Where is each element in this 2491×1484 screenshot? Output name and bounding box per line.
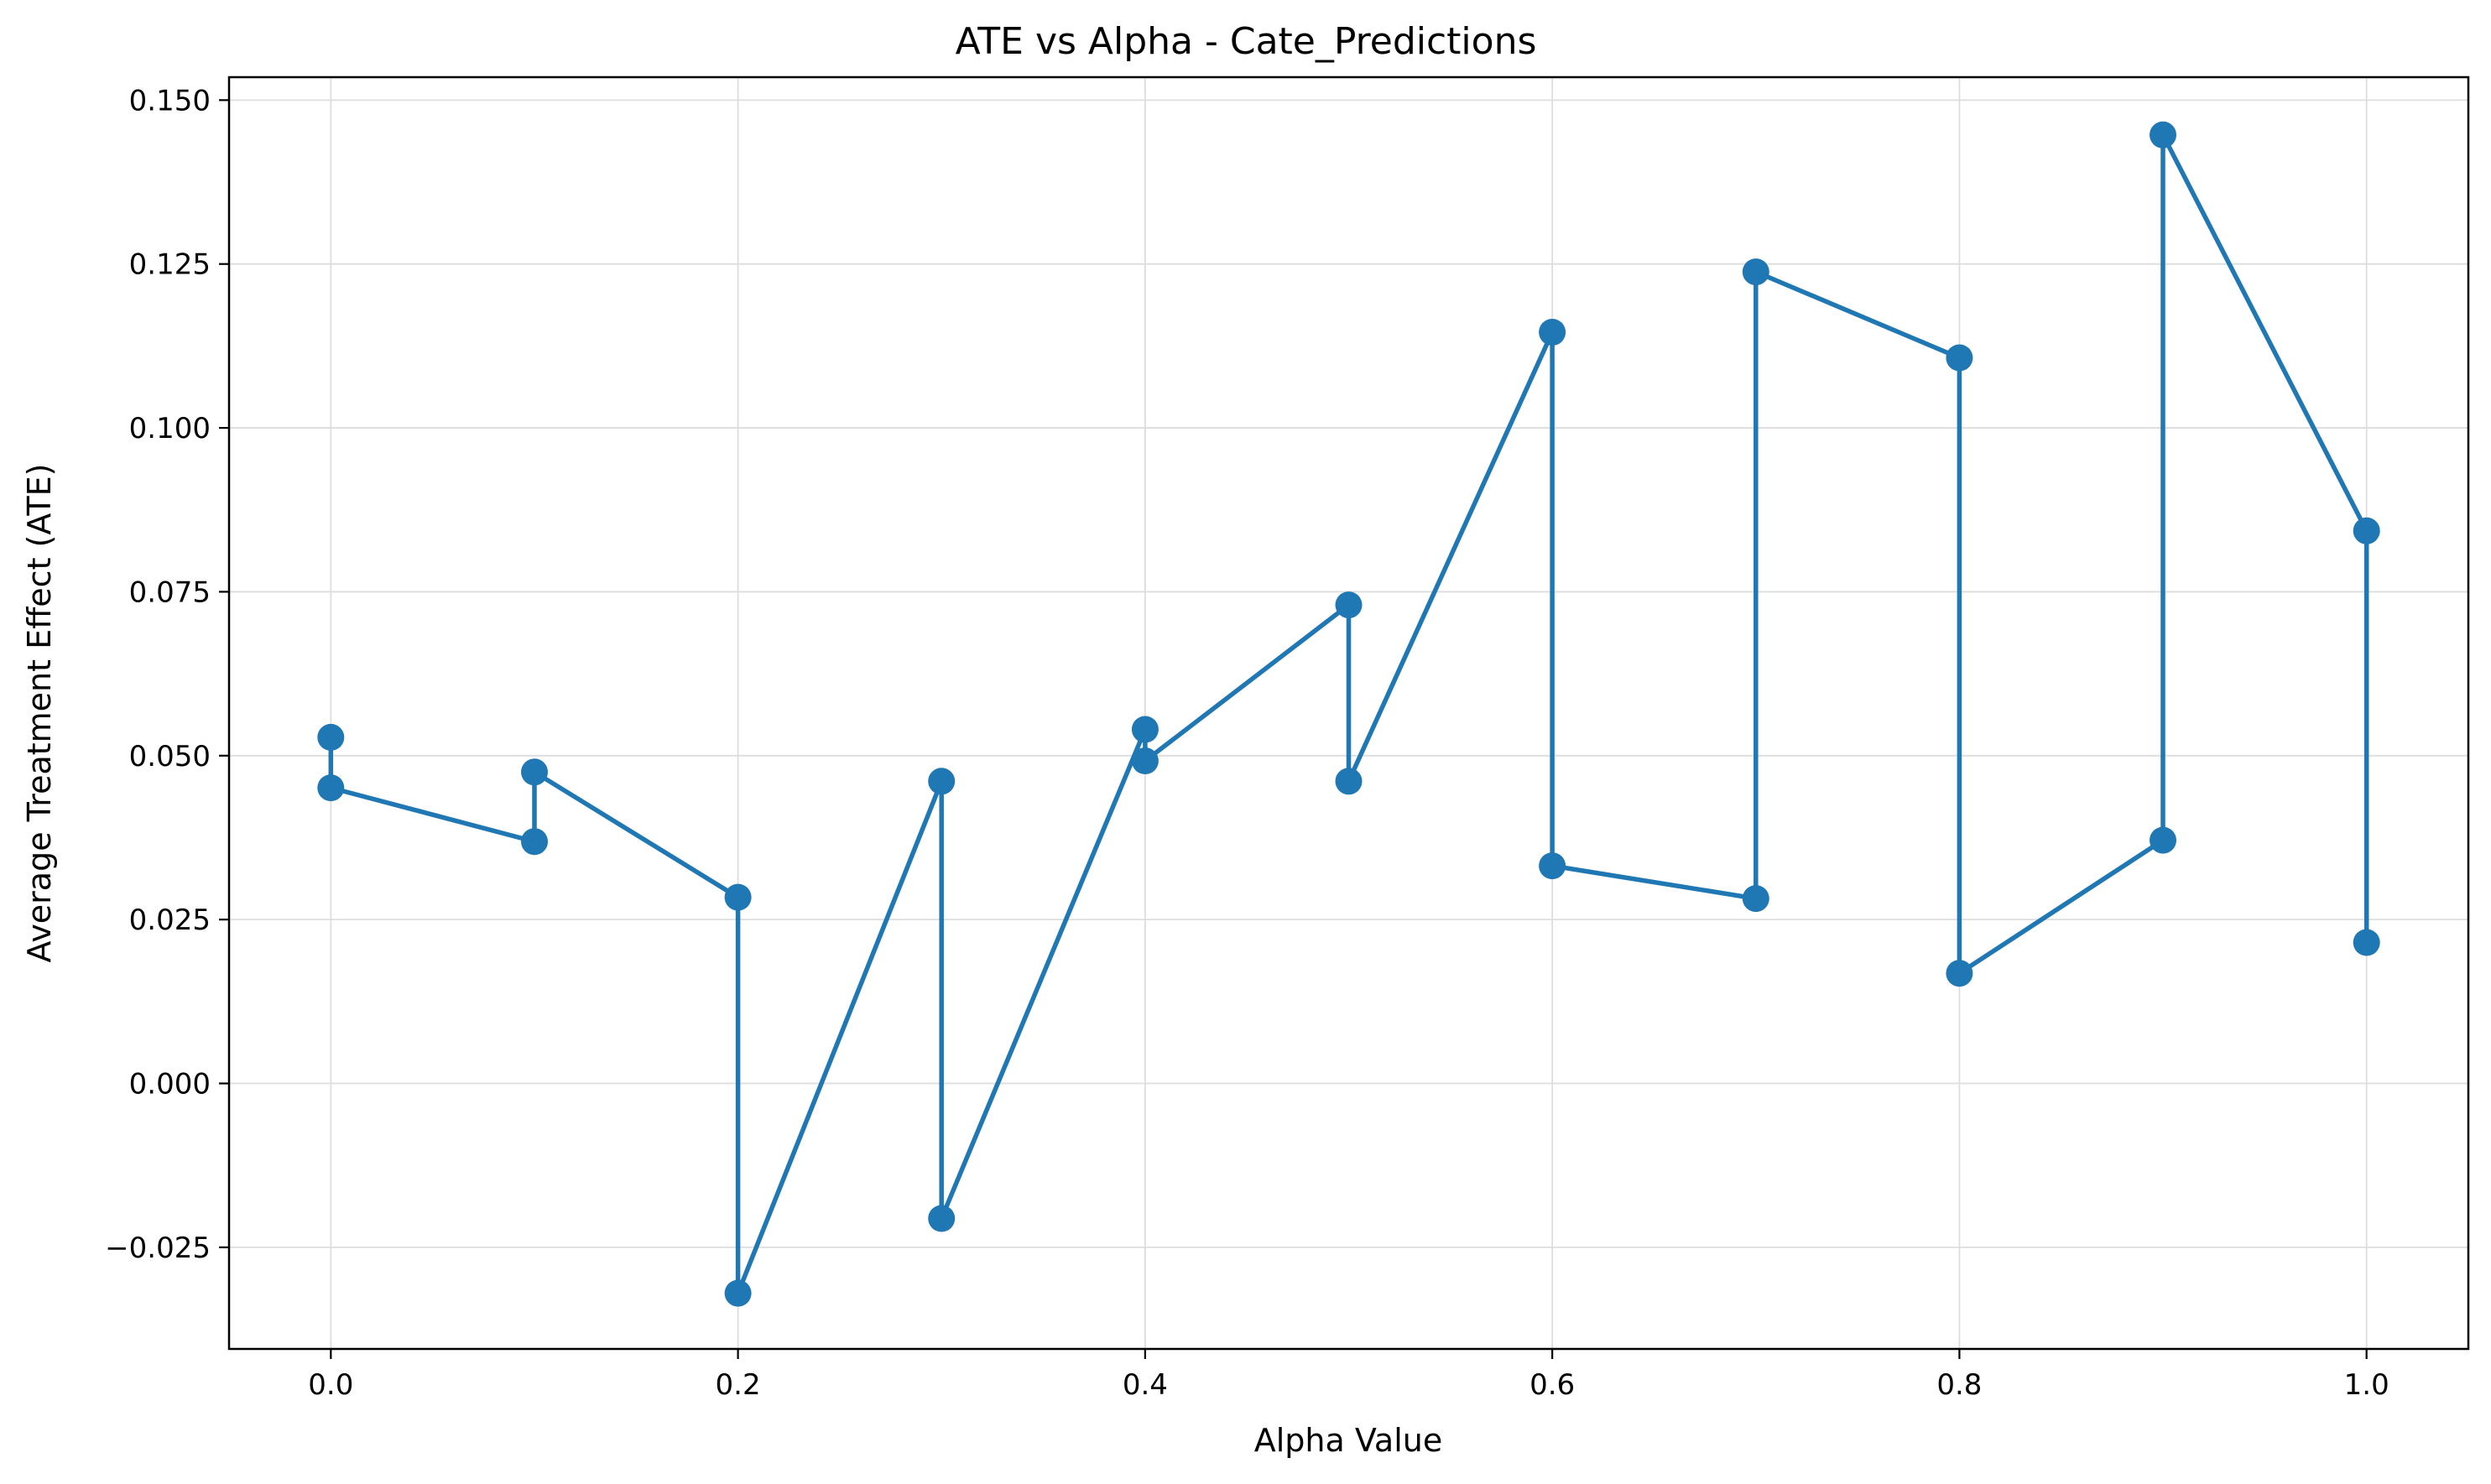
data-point — [1131, 747, 1159, 774]
data-point — [1946, 960, 1973, 987]
data-point — [1742, 258, 1769, 286]
data-point — [1539, 319, 1566, 346]
data-point — [1335, 768, 1363, 795]
data-point — [1946, 344, 1973, 372]
data-point — [1335, 591, 1363, 619]
x-tick-label: 1.0 — [2344, 1368, 2389, 1402]
x-axis-label: Alpha Value — [1254, 1422, 1442, 1459]
x-tick-label: 0.0 — [308, 1368, 353, 1402]
y-tick-label: 0.050 — [129, 740, 211, 773]
y-tick-label: −0.025 — [105, 1231, 211, 1265]
y-tick-label: 0.075 — [129, 575, 211, 609]
data-point — [2353, 517, 2380, 544]
plot-area-frame — [227, 76, 2470, 1351]
data-point — [2150, 826, 2176, 854]
data-point — [2353, 929, 2380, 956]
data-point — [1539, 852, 1566, 880]
y-tick-label: 0.150 — [129, 84, 211, 117]
x-axis-ticks: 0.0 0.2 0.4 0.6 0.8 1.0 — [308, 1349, 2389, 1402]
x-tick-label: 0.6 — [1530, 1368, 1575, 1402]
series-markers — [317, 121, 2380, 1307]
y-tick-label: 0.000 — [129, 1068, 211, 1101]
series-ate — [328, 133, 2369, 1296]
data-point — [724, 1279, 752, 1307]
y-tick-label: 0.100 — [129, 412, 211, 445]
data-point — [521, 828, 548, 856]
y-axis-label: Average Treatment Effect (ATE) — [21, 464, 58, 963]
data-point — [521, 758, 548, 786]
data-point — [317, 723, 345, 751]
chart-title: ATE vs Alpha - Cate_Predictions — [956, 20, 1537, 63]
data-point — [724, 883, 752, 911]
data-point — [928, 1205, 956, 1232]
y-tick-label: 0.025 — [129, 903, 211, 937]
x-tick-label: 0.2 — [716, 1368, 761, 1402]
data-point — [1131, 716, 1159, 743]
data-point — [2150, 121, 2176, 148]
y-axis-ticks: −0.025 0.000 0.025 0.050 0.075 0.100 0.125 0.15… — [105, 84, 229, 1265]
series-line — [328, 133, 2369, 1296]
data-point — [317, 774, 345, 802]
x-tick-label: 0.4 — [1123, 1368, 1168, 1402]
data-point — [928, 768, 956, 795]
x-tick-label: 0.8 — [1936, 1368, 1982, 1402]
data-point — [1742, 885, 1769, 913]
y-tick-label: 0.125 — [129, 248, 211, 282]
